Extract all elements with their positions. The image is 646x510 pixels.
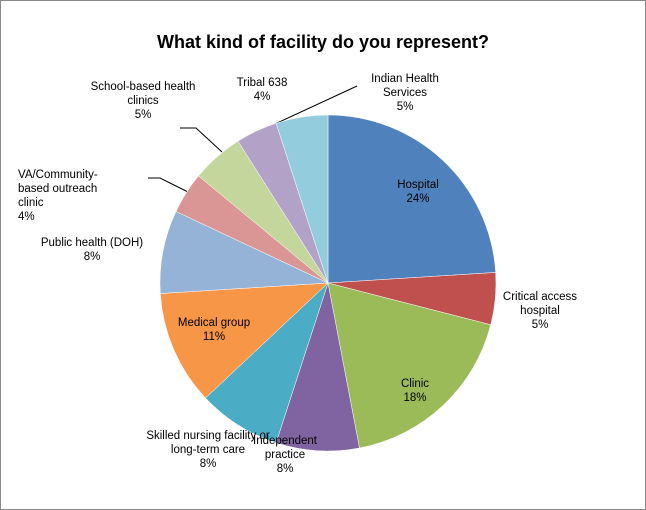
category-label: VA/Community-based outreach clinic (18, 169, 98, 209)
value-label: 8% (83, 251, 101, 263)
leader-line (180, 127, 223, 153)
value-label: 5% (531, 319, 549, 331)
slice-label: School-based health clinics 5% (88, 80, 198, 122)
slice-label: VA/Community-based outreach clinic 4% (18, 168, 118, 224)
category-label: Tribal 638 (236, 77, 288, 89)
slice-label: Tribal 638 4% (222, 76, 302, 104)
category-label: Independent practice (253, 435, 317, 461)
value-label: 18% (403, 392, 427, 404)
value-label: 8% (276, 463, 294, 475)
pie-slice (160, 282, 329, 399)
slice-label: Skilled nursing facility or long-term ca… (138, 429, 278, 471)
slice-label: Hospital 24% (378, 178, 458, 206)
leader-line (148, 177, 191, 194)
chart-title: What kind of facility do you represent? (156, 32, 490, 52)
value-label: 8% (199, 458, 217, 470)
category-label: Indian Health Services (371, 73, 439, 99)
category-label: Clinic (400, 378, 430, 390)
value-label: 4% (253, 91, 271, 103)
slice-label: Independent practice 8% (240, 434, 330, 476)
value-label: 5% (134, 109, 152, 121)
category-label: Medical group (177, 317, 251, 329)
category-label: Public health (DOH) (40, 237, 144, 249)
pie-slice (327, 282, 492, 449)
category-label: Hospital (397, 179, 439, 191)
category-label: Skilled nursing facility or long-term ca… (146, 430, 270, 456)
value-label: 24% (406, 193, 430, 205)
category-label: Critical access hospital (502, 291, 578, 317)
value-label: 4% (18, 211, 35, 223)
slice-label: Clinic 18% (375, 377, 455, 405)
pie-slice (327, 114, 496, 284)
slice-label: Public health (DOH) 8% (22, 236, 162, 264)
slice-label: Indian Health Services 5% (355, 72, 455, 114)
slice-label: Critical access hospital 5% (485, 290, 595, 332)
value-label: 11% (202, 331, 226, 343)
category-label: School-based health clinics (90, 81, 196, 107)
slice-label: Medical group 11% (164, 316, 264, 344)
value-label: 5% (396, 101, 414, 113)
pie-slice (275, 114, 329, 284)
